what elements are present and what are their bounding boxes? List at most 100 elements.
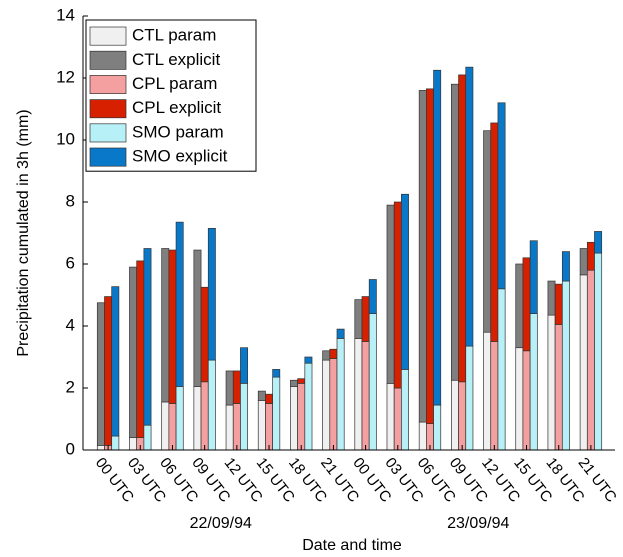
bar-segment <box>96 302 105 446</box>
bar-segment <box>143 424 152 451</box>
legend-swatch <box>89 147 127 167</box>
bar-segment <box>393 387 402 451</box>
bar-segment <box>458 381 467 451</box>
bar-segment <box>529 240 538 314</box>
y-tick-label: 0 <box>66 439 75 458</box>
bar-segment <box>451 83 459 381</box>
bar-segment <box>515 263 524 349</box>
bar-segment <box>547 314 556 451</box>
bar-segment <box>522 257 531 352</box>
bar-segment <box>433 69 442 406</box>
bar-segment <box>586 241 595 271</box>
y-tick-label: 6 <box>66 253 75 272</box>
y-axis-label: Precipitation cumulated in 3h (mm) <box>15 109 32 356</box>
bar-segment <box>290 386 298 451</box>
bar-segment <box>490 122 499 342</box>
bar-segment <box>257 390 266 401</box>
bar-segment <box>401 369 409 451</box>
bar-segment <box>111 286 120 437</box>
bar-segment <box>96 445 105 451</box>
bar-segment <box>515 347 524 451</box>
bar-segment <box>336 328 345 339</box>
legend-swatch <box>89 75 127 94</box>
bar-segment <box>207 359 216 451</box>
y-tick-label: 12 <box>56 67 75 86</box>
legend-label: CPL param <box>132 74 217 93</box>
legend-swatch <box>89 50 127 70</box>
bar-segment <box>225 404 234 451</box>
bar-segment <box>329 358 338 451</box>
bar-segment <box>136 260 145 438</box>
y-tick-label: 8 <box>66 191 75 210</box>
bar-segment <box>554 324 563 451</box>
bar-segment <box>579 274 588 451</box>
bar-segment <box>594 252 603 451</box>
bar-segment <box>322 359 331 451</box>
legend-swatch <box>89 26 127 46</box>
bar-segment <box>561 280 570 451</box>
bar-segment <box>433 404 442 451</box>
bar-segment <box>579 248 588 276</box>
bar-segment <box>129 266 138 438</box>
bar-segment <box>304 362 313 451</box>
bar-segment <box>207 228 216 361</box>
bar-segment <box>193 386 202 451</box>
bar-segment <box>168 403 177 451</box>
bar-segment <box>594 231 603 254</box>
bar-segment <box>368 279 377 314</box>
bar-segment <box>193 249 202 387</box>
bar-segment <box>426 88 434 424</box>
bar-segment <box>354 299 363 339</box>
y-tick-label: 4 <box>66 315 75 334</box>
bar-segment <box>354 338 363 451</box>
bar-segment <box>547 280 556 316</box>
bar-segment <box>361 296 370 342</box>
bar-segment <box>483 331 492 451</box>
bar-segment <box>465 345 474 451</box>
bar-segment <box>483 130 492 333</box>
x-axis-label: Date and time <box>302 537 402 554</box>
legend-swatch <box>89 99 127 119</box>
bar-segment <box>175 221 184 387</box>
bar-segment <box>272 376 281 451</box>
legend-label: SMO param <box>132 122 224 141</box>
bar-segment <box>104 296 113 446</box>
legend-label: CPL explicit <box>132 98 221 117</box>
bar-segment <box>490 341 499 451</box>
bar-segment <box>272 369 281 378</box>
legend-label: SMO explicit <box>132 147 228 166</box>
bar-segment <box>232 370 241 404</box>
bar-segment <box>304 356 313 364</box>
bar-segment <box>168 249 177 404</box>
bar-segment <box>265 403 273 451</box>
bar-segment <box>497 288 506 451</box>
bar-segment <box>361 341 370 451</box>
bar-segment <box>143 248 152 426</box>
legend-label: CTL explicit <box>132 50 220 69</box>
bar-segment <box>240 347 248 384</box>
bar-segment <box>175 386 184 451</box>
y-tick-label: 2 <box>66 377 75 396</box>
bar-segment <box>465 66 474 347</box>
legend-label: CTL param <box>132 26 216 45</box>
bar-segment <box>368 313 377 451</box>
bar-segment <box>336 338 345 451</box>
y-tick-label: 14 <box>56 5 75 24</box>
bar-segment <box>161 401 170 451</box>
bar-segment <box>111 435 120 451</box>
bar-segment <box>161 248 170 403</box>
bar-segment <box>322 350 331 361</box>
bar-segment <box>225 370 234 406</box>
bar-segment <box>240 383 248 451</box>
bar-segment <box>297 378 306 384</box>
bar-segment <box>200 381 209 451</box>
bar-segment <box>401 193 409 370</box>
bar-segment <box>393 201 402 389</box>
bar-segment <box>418 90 427 423</box>
bar-segment <box>129 437 138 451</box>
date-label: 22/09/94 <box>190 515 252 532</box>
bar-segment <box>586 269 595 451</box>
y-tick-label: 10 <box>56 129 75 148</box>
bar-segment <box>232 403 241 451</box>
